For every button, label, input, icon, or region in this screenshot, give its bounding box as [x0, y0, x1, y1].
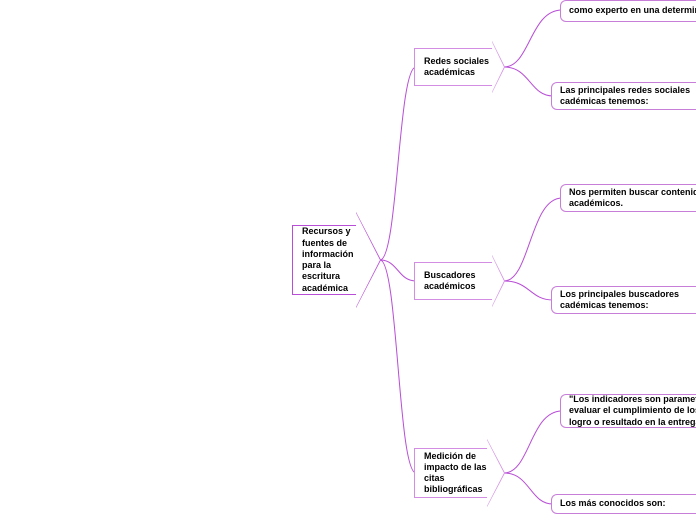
- level3-label: Los más conocidos son:: [560, 498, 696, 509]
- level3-node[interactable]: Los principales buscadores cadémicas ten…: [551, 286, 696, 314]
- level2-label: Buscadores académicos: [414, 270, 493, 293]
- connector-path: [504, 281, 553, 300]
- level3-node[interactable]: "Los indicadores son parametr evaluar el…: [560, 394, 696, 428]
- connector-path: [504, 473, 553, 504]
- connector-path: [504, 10, 562, 67]
- level3-node[interactable]: Los más conocidos son:: [551, 494, 696, 514]
- level3-label: Las principales redes sociales cadémicas…: [560, 85, 696, 108]
- connector-path: [380, 260, 416, 281]
- connector-path: [380, 67, 416, 260]
- level2-label: Medición de impacto de las citas bibliog…: [414, 451, 488, 496]
- connector-path: [504, 411, 562, 473]
- root-label: Recursos y fuentes de información para l…: [292, 226, 357, 294]
- connector-path: [504, 198, 562, 281]
- level2-label: Redes sociales académicas: [414, 56, 493, 79]
- level3-label: Nos permiten buscar contenido académicos…: [569, 187, 696, 210]
- level2-node-medicion[interactable]: Medición de impacto de las citas bibliog…: [414, 448, 506, 498]
- level3-label: como experto en una determin: [569, 5, 696, 16]
- level2-node-buscadores[interactable]: Buscadores académicos: [414, 262, 506, 300]
- connector-path: [380, 260, 416, 473]
- level3-node[interactable]: Las principales redes sociales cadémicas…: [551, 82, 696, 110]
- connector-path: [504, 67, 553, 96]
- level2-node-redes[interactable]: Redes sociales académicas: [414, 48, 506, 86]
- level3-label: "Los indicadores son parametr evaluar el…: [569, 394, 696, 428]
- root-node[interactable]: Recursos y fuentes de información para l…: [292, 225, 382, 295]
- level3-label: Los principales buscadores cadémicas ten…: [560, 289, 696, 312]
- level3-node[interactable]: Nos permiten buscar contenido académicos…: [560, 184, 696, 212]
- level3-node[interactable]: como experto en una determin: [560, 0, 696, 22]
